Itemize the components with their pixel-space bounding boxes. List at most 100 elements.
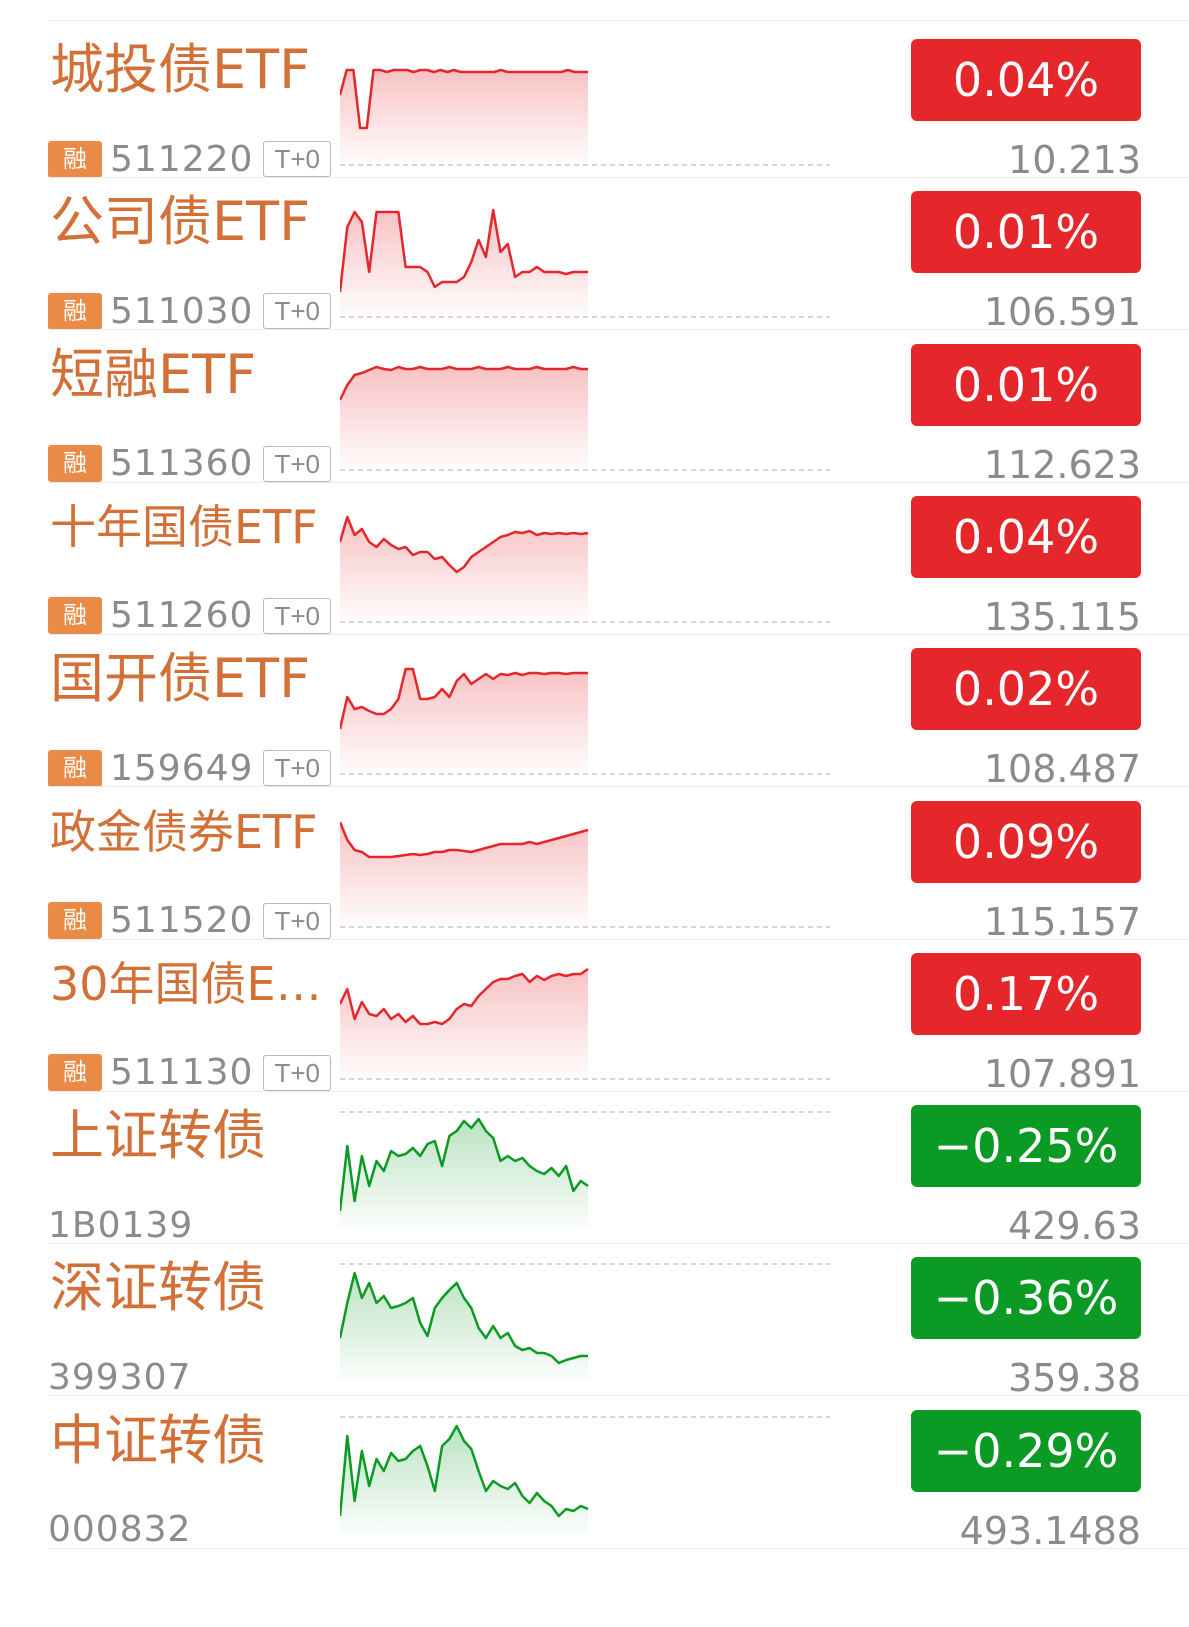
row-divider [48, 177, 1189, 178]
row-divider [48, 786, 1189, 788]
security-name: 政金债券ETF [50, 804, 318, 859]
intraday-sparkline [340, 209, 830, 319]
row-divider [48, 1395, 1189, 1397]
intraday-sparkline [340, 68, 830, 166]
intraday-sparkline [340, 667, 830, 775]
security-meta: 融 511260 T+0 [48, 595, 331, 636]
security-meta: 融 159649 T+0 [48, 747, 331, 789]
security-meta: 000832 [48, 1509, 201, 1551]
latest-price: 108.487 [983, 747, 1141, 792]
security-meta: 1B0139 [48, 1204, 203, 1246]
row-divider [48, 938, 1189, 940]
security-name: 十年国债ETF [50, 499, 318, 554]
latest-price: 115.157 [983, 899, 1141, 944]
security-meta: 融 511220 T+0 [48, 138, 331, 180]
intraday-sparkline [340, 1415, 830, 1533]
sparkline-line [340, 365, 588, 401]
row-divider [48, 329, 1189, 331]
quote-row[interactable]: 上证转债 1B0139 −0.25% 429.63 [0, 1086, 1189, 1248]
sparkline-area [340, 968, 588, 1076]
latest-price: 429.63 [1008, 1204, 1141, 1249]
security-code: 1B0139 [48, 1204, 194, 1246]
margin-trading-badge: 融 [48, 140, 102, 178]
margin-trading-badge: 融 [48, 445, 102, 483]
quote-row[interactable]: 公司债ETF 融 511030 T+0 0.01% 106.591 [0, 172, 1189, 334]
sparkline-area [340, 669, 588, 772]
sparkline-line [340, 821, 589, 858]
quote-row[interactable]: 短融ETF 融 511360 T+0 0.01% 112.623 [0, 325, 1189, 487]
quote-row[interactable]: 30年国债ET... 融 511130 T+0 0.17% 107.891 [0, 934, 1189, 1096]
sparkline-area [340, 1119, 588, 1229]
sparkline-area [340, 70, 588, 162]
security-code: 511030 [110, 290, 254, 332]
quote-row[interactable]: 十年国债ETF 融 511260 T+0 0.04% 135.115 [0, 477, 1189, 639]
sparkline-line [340, 1424, 589, 1517]
security-name: 深证转债 [50, 1256, 266, 1320]
intraday-sparkline [340, 365, 830, 471]
row-divider [48, 1090, 1189, 1092]
sparkline-line [340, 1117, 589, 1212]
row-divider [48, 1547, 1189, 1549]
security-code: 000832 [48, 1509, 192, 1551]
quote-row[interactable]: 中证转债 000832 −0.29% 493.1488 [0, 1391, 1189, 1553]
security-code: 511220 [110, 138, 254, 180]
sparkline-area [340, 1425, 588, 1533]
security-name: 30年国债ET... [50, 956, 340, 1011]
change-percent-badge[interactable]: −0.36% [911, 1257, 1141, 1340]
change-percent-badge[interactable]: 0.17% [911, 952, 1141, 1035]
latest-price: 493.1488 [959, 1508, 1141, 1553]
security-code: 159649 [110, 747, 254, 789]
t0-badge: T+0 [263, 902, 331, 939]
security-name: 中证转债 [50, 1408, 266, 1472]
quote-row[interactable]: 国开债ETF 融 159649 T+0 0.02% 108.487 [0, 629, 1189, 791]
quote-row[interactable]: 深证转债 399307 −0.36% 359.38 [0, 1238, 1189, 1400]
margin-trading-badge: 融 [48, 292, 102, 330]
sparkline-line [340, 515, 589, 574]
intraday-sparkline [340, 821, 830, 928]
t0-badge: T+0 [263, 293, 331, 330]
margin-trading-badge: 融 [48, 902, 102, 939]
latest-price: 107.891 [983, 1051, 1141, 1096]
quote-row[interactable]: 政金债券ETF 融 511520 T+0 0.09% 115.157 [0, 782, 1189, 944]
security-code: 511520 [110, 900, 254, 941]
security-code: 399307 [48, 1356, 192, 1398]
intraday-sparkline [340, 1111, 830, 1229]
t0-badge: T+0 [263, 597, 331, 634]
change-percent-badge[interactable]: 0.04% [911, 39, 1141, 121]
row-divider [48, 1243, 1189, 1245]
sparkline-line [340, 967, 589, 1026]
row-divider [48, 481, 1189, 483]
sparkline-area [340, 210, 588, 315]
sparkline-line [340, 667, 588, 730]
intraday-sparkline [340, 967, 830, 1080]
security-name: 城投债ETF [50, 38, 311, 101]
sparkline-line [340, 68, 588, 130]
security-code: 511360 [110, 443, 254, 485]
margin-trading-badge: 融 [48, 749, 102, 787]
security-name: 公司债ETF [50, 190, 311, 254]
change-percent-badge[interactable]: 0.09% [911, 800, 1141, 883]
sparkline-area [340, 1273, 588, 1381]
latest-price: 112.623 [983, 442, 1141, 487]
t0-badge: T+0 [263, 750, 331, 787]
t0-badge: T+0 [263, 141, 331, 177]
change-percent-badge[interactable]: −0.29% [911, 1409, 1141, 1492]
latest-price: 10.213 [1008, 138, 1141, 182]
t0-badge: T+0 [263, 445, 331, 482]
intraday-sparkline [340, 515, 830, 623]
change-percent-badge[interactable]: 0.01% [911, 343, 1141, 426]
security-name: 国开债ETF [50, 647, 311, 711]
t0-badge: T+0 [263, 1054, 331, 1091]
intraday-sparkline [340, 1263, 830, 1381]
change-percent-badge[interactable]: 0.02% [911, 648, 1141, 731]
security-name: 上证转债 [50, 1104, 266, 1168]
change-percent-badge[interactable]: 0.04% [911, 495, 1141, 578]
security-code: 511130 [110, 1052, 254, 1094]
security-meta: 融 511030 T+0 [48, 290, 331, 332]
sparkline-area [340, 366, 588, 467]
latest-price: 106.591 [983, 290, 1141, 335]
change-percent-badge[interactable]: −0.25% [911, 1105, 1141, 1188]
change-percent-badge[interactable]: 0.01% [911, 191, 1141, 274]
row-divider [48, 633, 1189, 635]
quote-row[interactable]: 城投债ETF 融 511220 T+0 0.04% 10.213 [0, 20, 1189, 182]
